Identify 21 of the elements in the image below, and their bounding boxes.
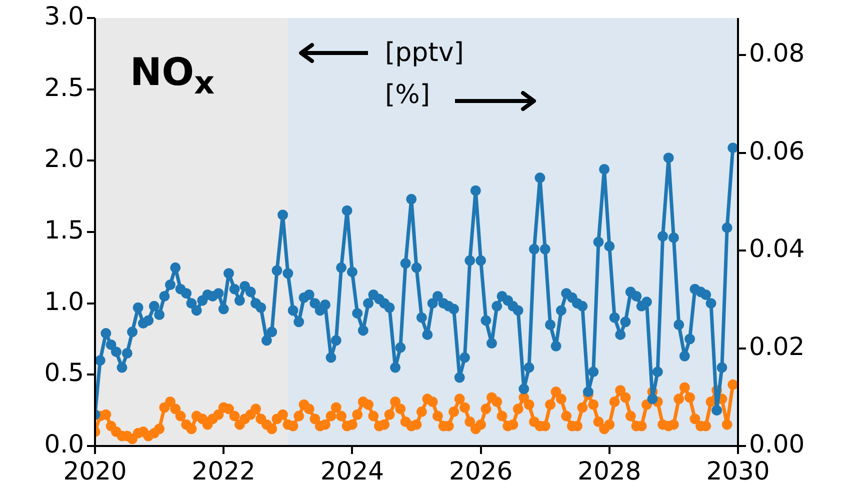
annotation: NO$_{x}$ bbox=[130, 50, 215, 102]
y2-tick-label: 0.00 bbox=[749, 430, 805, 458]
x-tick-label: 2030 bbox=[706, 456, 770, 486]
x-tick-label: 2022 bbox=[192, 456, 256, 486]
y-tick-label: 2.5 bbox=[44, 72, 84, 102]
y-tick-label: 2.0 bbox=[44, 144, 84, 174]
y2-tick-label: 0.08 bbox=[749, 38, 805, 68]
x-tick-label: 2024 bbox=[320, 456, 384, 486]
x-tick-label: 2020 bbox=[63, 456, 127, 486]
x-tick-label: 2026 bbox=[448, 456, 513, 486]
y2-tick-label: 0.06 bbox=[749, 136, 805, 166]
annotation: [pptv] bbox=[385, 38, 464, 68]
annotation: [%] bbox=[385, 80, 430, 110]
y-tick-label: 1.5 bbox=[44, 216, 84, 244]
y-tick-label: 1.0 bbox=[44, 286, 84, 316]
y-tick-label: 0.5 bbox=[44, 358, 84, 388]
y2-tick-label: 0.04 bbox=[749, 234, 805, 264]
y2-tick-label: 0.02 bbox=[749, 332, 805, 361]
y-tick-label: 3.0 bbox=[44, 2, 84, 30]
y-tick-label: 0.0 bbox=[44, 430, 84, 458]
x-tick-label: 2028 bbox=[578, 456, 642, 486]
